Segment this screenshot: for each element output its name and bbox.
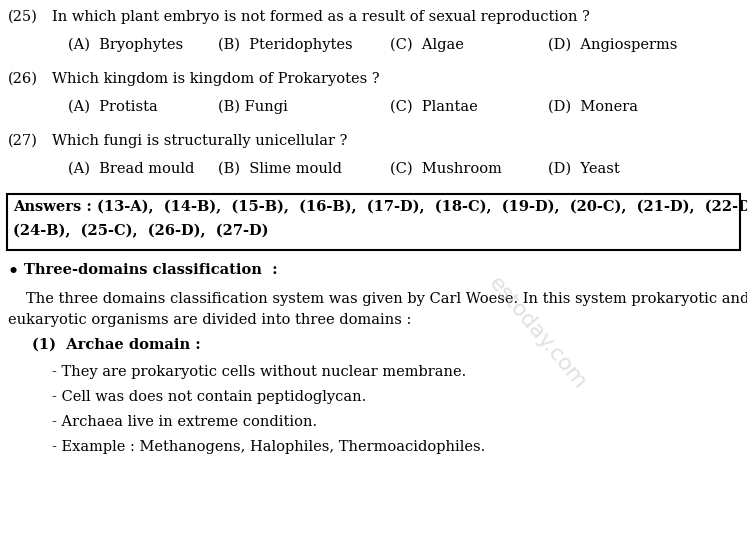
Text: (24-B),  (25-C),  (26-D),  (27-D): (24-B), (25-C), (26-D), (27-D) xyxy=(13,224,268,238)
Text: - Cell was does not contain peptidoglycan.: - Cell was does not contain peptidoglyca… xyxy=(52,390,366,404)
Text: - Example : Methanogens, Halophiles, Thermoacidophiles.: - Example : Methanogens, Halophiles, The… xyxy=(52,440,486,454)
Text: (A)  Bryophytes: (A) Bryophytes xyxy=(68,38,183,52)
Text: (27): (27) xyxy=(8,134,38,148)
Text: (D)  Yeast: (D) Yeast xyxy=(548,162,620,176)
Text: In which plant embryo is not formed as a result of sexual reproduction ?: In which plant embryo is not formed as a… xyxy=(52,10,590,24)
Text: - They are prokaryotic cells without nuclear membrane.: - They are prokaryotic cells without nuc… xyxy=(52,365,466,379)
Text: Answers : (13-A),  (14-B),  (15-B),  (16-B),  (17-D),  (18-C),  (19-D),  (20-C),: Answers : (13-A), (14-B), (15-B), (16-B)… xyxy=(13,200,747,214)
Text: (D)  Monera: (D) Monera xyxy=(548,100,638,114)
Text: (C)  Mushroom: (C) Mushroom xyxy=(390,162,502,176)
Text: estoday.com: estoday.com xyxy=(486,273,590,394)
Text: (C)  Algae: (C) Algae xyxy=(390,38,464,52)
Text: The three domains classification system was given by Carl Woese. In this system : The three domains classification system … xyxy=(26,292,747,306)
Text: (A)  Bread mould: (A) Bread mould xyxy=(68,162,194,176)
Text: Three-domains classification  :: Three-domains classification : xyxy=(24,263,278,277)
Text: •: • xyxy=(8,263,19,280)
Text: (C)  Plantae: (C) Plantae xyxy=(390,100,478,114)
Text: eukaryotic organisms are divided into three domains :: eukaryotic organisms are divided into th… xyxy=(8,313,412,327)
Text: (B)  Slime mould: (B) Slime mould xyxy=(218,162,342,176)
Text: Which fungi is structurally unicellular ?: Which fungi is structurally unicellular … xyxy=(52,134,347,148)
Text: - Archaea live in extreme condition.: - Archaea live in extreme condition. xyxy=(52,415,317,429)
Text: (1)  Archae domain :: (1) Archae domain : xyxy=(32,338,201,352)
Text: (B)  Pteridophytes: (B) Pteridophytes xyxy=(218,38,353,52)
Text: (A)  Protista: (A) Protista xyxy=(68,100,158,114)
Text: (D)  Angiosperms: (D) Angiosperms xyxy=(548,38,678,52)
Text: (25): (25) xyxy=(8,10,38,24)
Text: Which kingdom is kingdom of Prokaryotes ?: Which kingdom is kingdom of Prokaryotes … xyxy=(52,72,379,86)
Text: (26): (26) xyxy=(8,72,38,86)
Text: (B) Fungi: (B) Fungi xyxy=(218,100,288,115)
Bar xyxy=(7,194,740,250)
